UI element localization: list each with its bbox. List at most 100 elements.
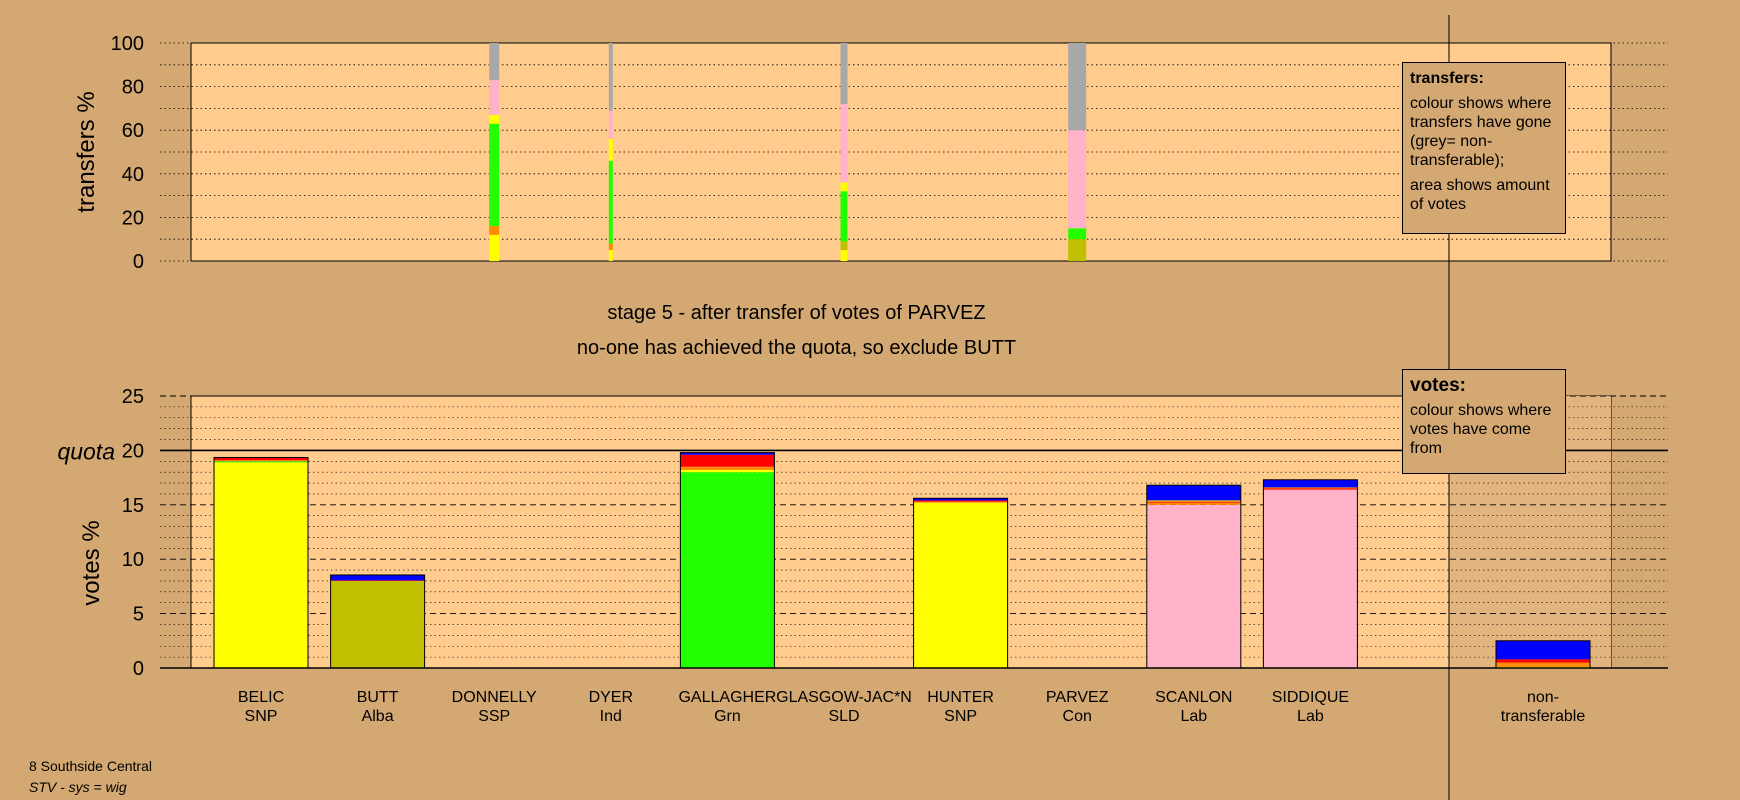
candidate-name-label: DONNELLY bbox=[452, 689, 537, 706]
transfer-segment-dyer-to-siddique bbox=[608, 110, 613, 133]
candidate-party-label: Grn bbox=[714, 708, 741, 725]
transfers-legend-line2: area shows amount of votes bbox=[1410, 177, 1550, 213]
transfers-y-tick-label: 60 bbox=[122, 120, 144, 142]
bar-siddique-segment-from-parvez bbox=[1263, 479, 1358, 488]
votes-y-tick-label: 20 bbox=[122, 440, 144, 462]
bar-gallagher-segment-from-gallagher bbox=[680, 472, 775, 668]
transfer-segment-parvez-to-siddique bbox=[1068, 130, 1087, 181]
bar-butt-segment-from-donnelly bbox=[330, 580, 425, 581]
non-transferable-label-line1: non- bbox=[1527, 689, 1559, 706]
transfer-segment-parvez-to-nontransferable bbox=[1068, 43, 1087, 131]
transfer-segment-donnelly-to-nontransferable bbox=[489, 43, 500, 81]
transfer-segment-dyer-to-glasgowjacn bbox=[608, 243, 613, 251]
transfer-segment-glasgowjacn-to-butt bbox=[840, 241, 848, 251]
quota-label: quota bbox=[57, 438, 115, 464]
bar-siddique-segment-from-glasgowjacn bbox=[1263, 487, 1358, 489]
candidate-party-label: Con bbox=[1063, 708, 1092, 725]
bar-siddique-segment-from-donnelly bbox=[1263, 488, 1358, 490]
bar-scanlon-segment-from-donnelly bbox=[1146, 501, 1241, 503]
bar-hunter-segment-from-donnelly bbox=[913, 500, 1008, 502]
bar-butt-segment-from-parvez bbox=[330, 574, 425, 581]
bar-belic-segment-from-dyer bbox=[214, 460, 308, 462]
votes-y-tick-label: 15 bbox=[122, 495, 144, 517]
bar-scanlon-segment-from-gallagher bbox=[1146, 500, 1241, 502]
candidate-party-label: Lab bbox=[1180, 708, 1207, 725]
bar-siddique-segment-from-siddique bbox=[1263, 489, 1358, 668]
votes-y-tick-label: 5 bbox=[133, 604, 144, 626]
transfer-segment-dyer-to-hunter bbox=[608, 138, 613, 161]
bar-gallagher-segment-from-dyer bbox=[680, 466, 775, 468]
bar-non-transferable-segment-from-dyer bbox=[1496, 664, 1590, 667]
stage-title: stage 5 - after transfer of votes of PAR… bbox=[607, 302, 986, 324]
bar-non-transferable-segment-from-donnelly bbox=[1496, 659, 1590, 663]
bar-hunter-segment-from-dyer bbox=[913, 501, 1008, 503]
votes-y-tick-label: 25 bbox=[122, 386, 144, 408]
votes-y-tick-label: 10 bbox=[122, 549, 144, 571]
transfer-segment-glasgowjacn-to-siddique bbox=[840, 104, 848, 142]
transfer-segment-donnelly-to-gallagher bbox=[489, 123, 500, 227]
candidate-name-label: SIDDIQUE bbox=[1272, 689, 1349, 706]
votes-legend-title: votes: bbox=[1410, 375, 1466, 396]
votes-legend-line1: colour shows where votes have come from bbox=[1410, 402, 1552, 457]
transfer-segment-donnelly-to-hunter bbox=[489, 114, 500, 124]
transfer-segment-glasgowjacn-to-nontransferable bbox=[840, 43, 848, 105]
transfer-segment-donnelly-to-dyer bbox=[489, 226, 500, 235]
bar-scanlon-segment-from-glasgowjacn bbox=[1146, 502, 1241, 505]
system-label: STV - sys = wig bbox=[29, 779, 127, 795]
bar-non-transferable-segment-from-parvez bbox=[1496, 640, 1590, 660]
transfer-segment-dyer-to-belic bbox=[608, 250, 613, 261]
transfer-segment-dyer-to-gallagher bbox=[608, 160, 613, 244]
transfers-y-tick-label: 80 bbox=[122, 77, 144, 99]
transfers-y-tick-label: 0 bbox=[133, 251, 144, 273]
candidate-party-label: Lab bbox=[1297, 708, 1324, 725]
transfer-segment-parvez-to-butt bbox=[1068, 254, 1087, 261]
transfer-segment-donnelly-to-scanlon bbox=[489, 95, 500, 115]
transfers-y-tick-label: 40 bbox=[122, 164, 144, 186]
bar-non-transferable-segment-from-glasgowjacn bbox=[1496, 662, 1590, 665]
bar-belic-segment-from-gallagher bbox=[214, 461, 308, 463]
bar-gallagher-segment-from-donnelly bbox=[680, 454, 775, 467]
candidate-name-label: HUNTER bbox=[927, 689, 994, 706]
bar-scanlon-segment-from-parvez bbox=[1146, 485, 1241, 501]
bar-hunter-segment-from-parvez bbox=[913, 498, 1008, 501]
votes-legend: votes: colour shows where votes have com… bbox=[1402, 369, 1566, 474]
transfers-legend-line1: colour shows where transfers have gone (… bbox=[1410, 95, 1552, 169]
candidate-name-label: SCANLON bbox=[1155, 689, 1232, 706]
transfer-segment-donnelly-to-siddique bbox=[489, 80, 500, 96]
transfers-y-tick-label: 20 bbox=[122, 207, 144, 229]
transfer-segment-glasgowjacn-to-gallagher bbox=[840, 191, 848, 242]
transfer-segment-glasgowjacn-to-hunter bbox=[840, 182, 848, 192]
candidate-name-label: PARVEZ bbox=[1046, 689, 1109, 706]
votes-y-axis-label: votes % bbox=[78, 520, 105, 605]
transfers-plot-area bbox=[190, 42, 1612, 262]
transfer-segment-parvez-to-belic bbox=[1068, 239, 1087, 255]
transfer-segment-dyer-to-scanlon bbox=[608, 132, 613, 139]
candidate-party-label: Ind bbox=[600, 708, 622, 725]
ward-name: 8 Southside Central bbox=[29, 758, 152, 774]
candidate-name-label: DYER bbox=[589, 689, 633, 706]
transfers-y-axis-label: transfers % bbox=[73, 91, 100, 212]
transfer-segment-glasgowjacn-to-scanlon bbox=[840, 141, 848, 183]
transfer-segment-glasgowjacn-to-belic bbox=[840, 250, 848, 261]
bar-hunter-segment-from-hunter bbox=[913, 502, 1008, 668]
candidate-name-label: GLASGOW-JAC*N bbox=[776, 689, 912, 706]
non-transferable-label-line2: transferable bbox=[1501, 708, 1586, 725]
candidate-name-label: BUTT bbox=[357, 689, 399, 706]
transfers-y-tick-label: 100 bbox=[111, 33, 144, 55]
transfers-legend-title: transfers: bbox=[1410, 70, 1484, 87]
bar-gallagher-segment-from-belic bbox=[680, 469, 775, 473]
candidate-name-label: BELIC bbox=[238, 689, 284, 706]
candidate-party-label: SLD bbox=[828, 708, 859, 725]
candidate-party-label: SNP bbox=[245, 708, 278, 725]
bar-scanlon-segment-from-scanlon bbox=[1146, 504, 1241, 668]
votes-y-tick-label: 0 bbox=[133, 658, 144, 680]
bar-gallagher-segment-from-parvez bbox=[680, 452, 775, 455]
transfer-segment-dyer-to-nontransferable bbox=[608, 43, 613, 111]
candidate-party-label: Alba bbox=[362, 708, 394, 725]
transfer-segment-parvez-to-gallagher bbox=[1068, 228, 1087, 240]
candidate-party-label: SNP bbox=[944, 708, 977, 725]
bar-belic-segment-from-donnelly bbox=[214, 458, 308, 461]
transfers-legend: transfers: colour shows where transfers … bbox=[1402, 62, 1566, 234]
